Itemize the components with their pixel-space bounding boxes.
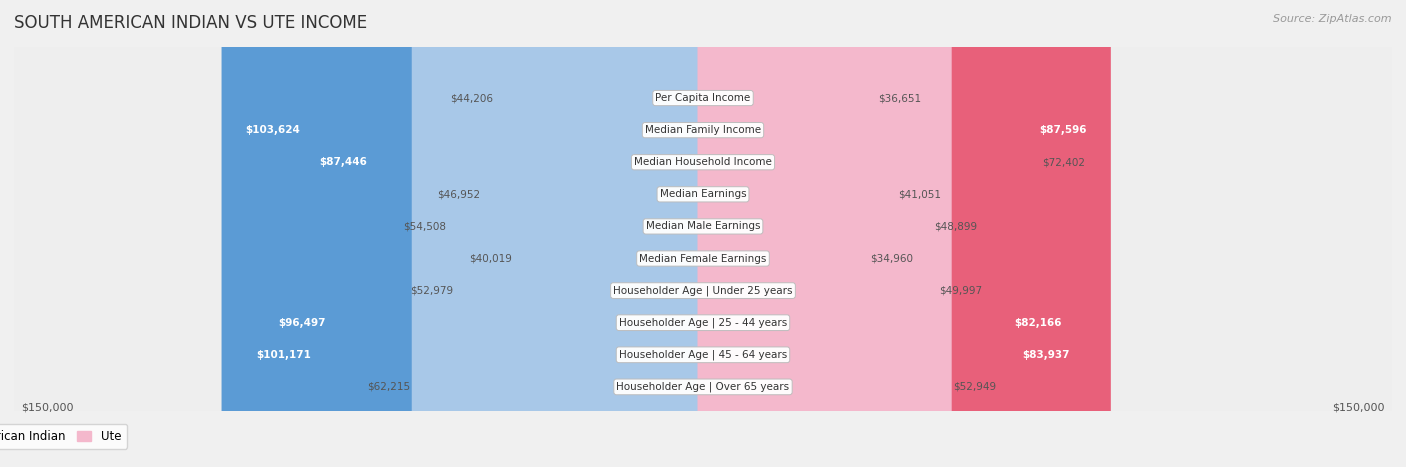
Text: Median Household Income: Median Household Income: [634, 157, 772, 167]
FancyBboxPatch shape: [233, 0, 709, 467]
Text: $46,952: $46,952: [437, 189, 481, 199]
FancyBboxPatch shape: [454, 0, 709, 467]
FancyBboxPatch shape: [697, 0, 877, 467]
FancyBboxPatch shape: [697, 0, 1094, 467]
Text: $150,000: $150,000: [21, 403, 73, 413]
Text: $96,497: $96,497: [278, 318, 326, 328]
FancyBboxPatch shape: [697, 0, 897, 467]
FancyBboxPatch shape: [11, 0, 1395, 467]
FancyBboxPatch shape: [513, 0, 709, 467]
Text: $52,979: $52,979: [409, 286, 453, 296]
FancyBboxPatch shape: [697, 0, 938, 467]
Text: $44,206: $44,206: [450, 93, 494, 103]
Text: $48,899: $48,899: [935, 221, 977, 232]
Text: Householder Age | 25 - 44 years: Householder Age | 25 - 44 years: [619, 318, 787, 328]
Text: $101,171: $101,171: [257, 350, 312, 360]
FancyBboxPatch shape: [11, 0, 1395, 467]
FancyBboxPatch shape: [11, 0, 1395, 467]
Text: $87,596: $87,596: [1039, 125, 1087, 135]
FancyBboxPatch shape: [697, 0, 1040, 467]
Text: SOUTH AMERICAN INDIAN VS UTE INCOME: SOUTH AMERICAN INDIAN VS UTE INCOME: [14, 14, 367, 32]
FancyBboxPatch shape: [697, 0, 1111, 467]
Text: Median Female Earnings: Median Female Earnings: [640, 254, 766, 263]
FancyBboxPatch shape: [11, 0, 1395, 467]
Text: $82,166: $82,166: [1015, 318, 1062, 328]
FancyBboxPatch shape: [222, 0, 709, 467]
FancyBboxPatch shape: [11, 0, 1395, 467]
Text: $34,960: $34,960: [870, 254, 914, 263]
Text: $87,446: $87,446: [319, 157, 367, 167]
Text: $62,215: $62,215: [367, 382, 411, 392]
FancyBboxPatch shape: [447, 0, 709, 467]
Text: $52,949: $52,949: [953, 382, 997, 392]
Text: $150,000: $150,000: [1333, 403, 1385, 413]
Text: $54,508: $54,508: [402, 221, 446, 232]
Text: $83,937: $83,937: [1022, 350, 1070, 360]
Text: $72,402: $72,402: [1042, 157, 1085, 167]
FancyBboxPatch shape: [495, 0, 709, 467]
FancyBboxPatch shape: [11, 0, 1395, 467]
FancyBboxPatch shape: [254, 0, 709, 467]
FancyBboxPatch shape: [295, 0, 709, 467]
Text: $49,997: $49,997: [939, 286, 983, 296]
Text: $36,651: $36,651: [879, 93, 921, 103]
FancyBboxPatch shape: [697, 0, 1085, 467]
FancyBboxPatch shape: [11, 0, 1395, 467]
Text: $103,624: $103,624: [246, 125, 301, 135]
Text: Median Earnings: Median Earnings: [659, 189, 747, 199]
FancyBboxPatch shape: [697, 0, 934, 467]
Legend: South American Indian, Ute: South American Indian, Ute: [0, 424, 127, 449]
Text: $40,019: $40,019: [470, 254, 512, 263]
Text: Median Male Earnings: Median Male Earnings: [645, 221, 761, 232]
Text: Householder Age | Over 65 years: Householder Age | Over 65 years: [616, 382, 790, 392]
Text: Householder Age | 45 - 64 years: Householder Age | 45 - 64 years: [619, 349, 787, 360]
FancyBboxPatch shape: [412, 0, 709, 467]
FancyBboxPatch shape: [11, 0, 1395, 467]
FancyBboxPatch shape: [11, 0, 1395, 467]
FancyBboxPatch shape: [482, 0, 709, 467]
Text: Per Capita Income: Per Capita Income: [655, 93, 751, 103]
FancyBboxPatch shape: [697, 0, 952, 467]
FancyBboxPatch shape: [697, 0, 869, 467]
Text: Householder Age | Under 25 years: Householder Age | Under 25 years: [613, 285, 793, 296]
Text: Source: ZipAtlas.com: Source: ZipAtlas.com: [1274, 14, 1392, 24]
FancyBboxPatch shape: [11, 0, 1395, 467]
Text: Median Family Income: Median Family Income: [645, 125, 761, 135]
Text: $41,051: $41,051: [898, 189, 942, 199]
